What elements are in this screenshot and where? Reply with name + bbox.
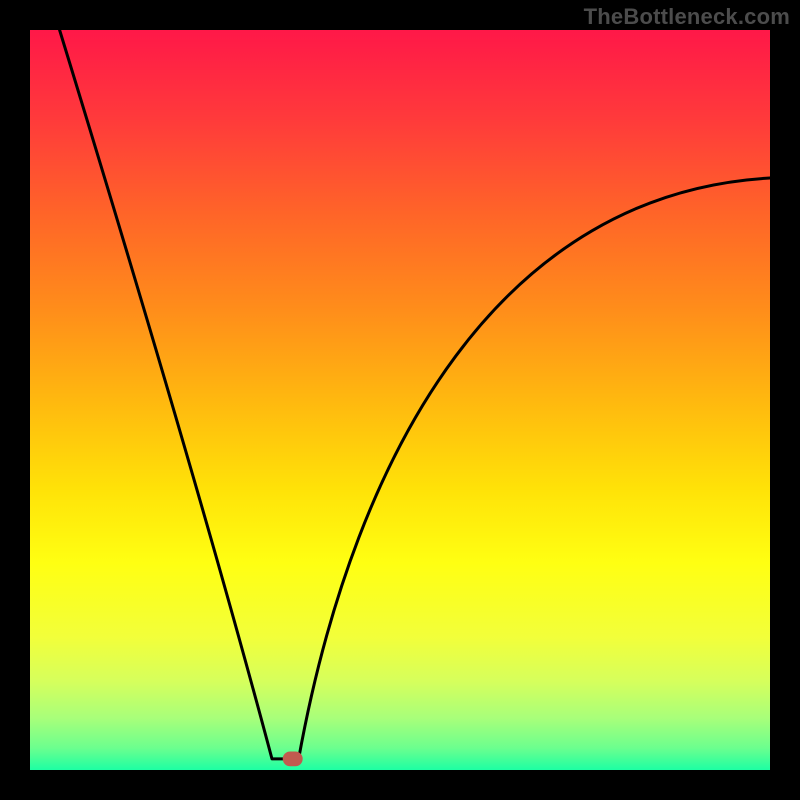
minimum-marker xyxy=(283,752,303,767)
bottleneck-curve-chart xyxy=(30,30,770,770)
gradient-background xyxy=(30,30,770,770)
chart-frame: TheBottleneck.com xyxy=(0,0,800,800)
watermark-text: TheBottleneck.com xyxy=(584,4,790,30)
